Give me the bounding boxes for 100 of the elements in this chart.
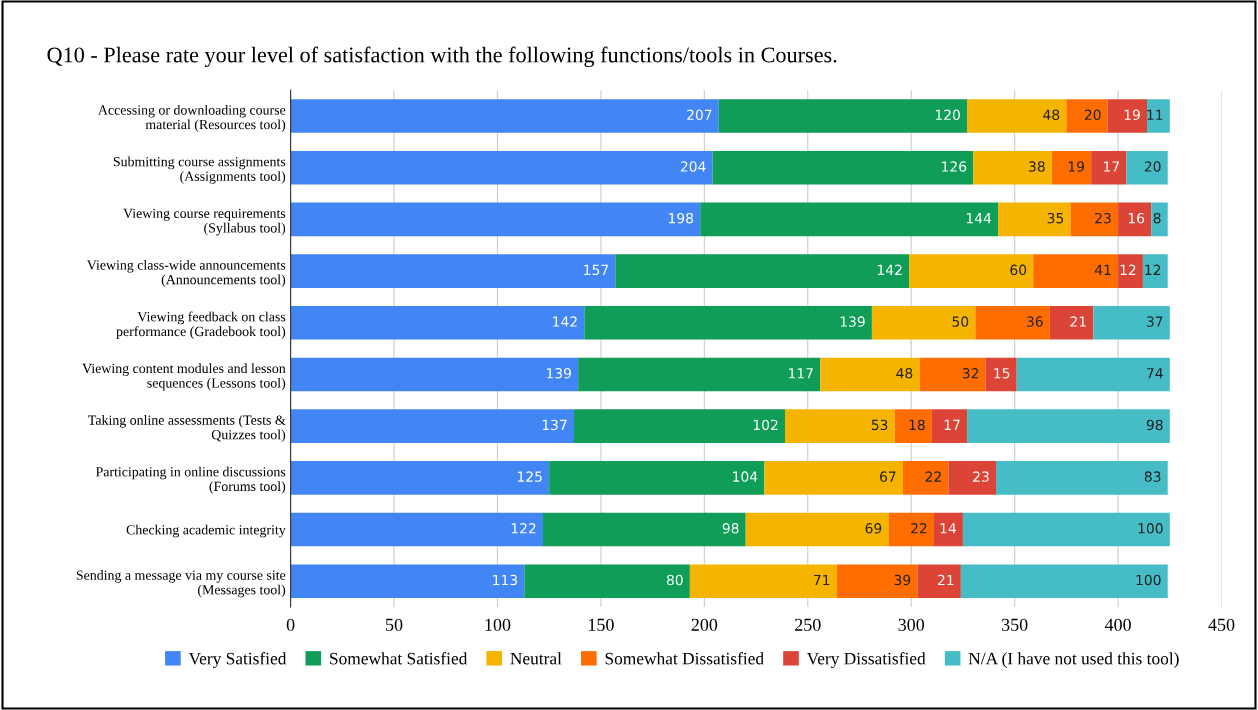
y-tick-label: Accessing or downloading course material (Resources tool) (98, 104, 286, 133)
data-label: 37 (1146, 316, 1163, 327)
x-tick-label: 250 (795, 618, 821, 631)
data-label: 80 (666, 574, 683, 586)
bar (1142, 254, 1168, 288)
data-label: 60 (1010, 264, 1027, 276)
bar (718, 99, 968, 133)
data-label: 204 (680, 161, 706, 172)
data-label: 122 (511, 523, 536, 534)
bar (871, 305, 976, 340)
data-label: 8 (1153, 212, 1161, 224)
legend-label: Somewhat Satisfied (330, 652, 468, 665)
bar (933, 512, 963, 547)
data-label: 117 (789, 368, 813, 379)
chart-title: Q10 - Please rate your level of satisfaction with the following functions/tools in Courses. (47, 46, 837, 68)
x-tick-label: 300 (898, 618, 925, 631)
bar (578, 357, 821, 392)
bar (1107, 99, 1148, 133)
data-label: 137 (542, 419, 567, 431)
data-label: 139 (546, 367, 571, 379)
bar (745, 512, 889, 547)
bar (1066, 99, 1108, 133)
data-label: 17 (944, 419, 960, 430)
bar (894, 409, 932, 443)
data-label: 15 (994, 368, 1010, 379)
bar (1118, 254, 1143, 288)
data-label: 139 (840, 316, 865, 327)
data-label: 21 (938, 574, 954, 586)
bar (785, 409, 895, 443)
y-tick-label: Participating in online discussions (Forums tool) (95, 466, 286, 494)
data-label: 17 (1104, 161, 1119, 172)
data-label: 207 (687, 109, 712, 121)
data-label: 198 (669, 212, 694, 224)
bar (524, 564, 690, 598)
data-label: 100 (1138, 523, 1163, 534)
y-tick-label: Viewing course requirements (Syllabus tool) (123, 208, 286, 236)
y-tick-label: Viewing class-wide announcements (Announcements tool) (86, 259, 286, 288)
data-label: 142 (553, 316, 577, 327)
data-label: 22 (925, 471, 941, 482)
bar (973, 150, 1052, 185)
legend-label: Neutral (510, 652, 562, 665)
data-label: 20 (1084, 109, 1101, 121)
x-tick-label: 100 (485, 618, 511, 631)
bar (290, 150, 713, 185)
data-label: 12 (1145, 264, 1161, 275)
data-label: 38 (1029, 161, 1045, 172)
bar (1049, 305, 1094, 340)
data-label: 16 (1128, 212, 1145, 224)
bar (290, 409, 575, 443)
data-label: 19 (1068, 161, 1085, 172)
bar (712, 150, 974, 185)
bar (902, 461, 949, 495)
data-label: 71 (814, 574, 830, 586)
y-tick-label: Sending a message via my course site (Messages tool) (76, 570, 286, 598)
data-label: 14 (940, 523, 956, 534)
data-label: 100 (1136, 574, 1161, 586)
bar (689, 564, 837, 598)
bar (836, 564, 918, 598)
bar (1033, 254, 1119, 288)
data-label: 83 (1144, 471, 1161, 482)
x-tick-label: 0 (286, 618, 295, 631)
bar (996, 461, 1168, 495)
data-label: 22 (911, 523, 927, 534)
bar (549, 461, 765, 495)
data-label: 19 (1124, 109, 1140, 121)
bar (764, 461, 903, 495)
bar (290, 461, 550, 495)
x-tick-label: 400 (1104, 618, 1131, 631)
y-tick-label: Viewing feedback on class performance (Gradebook tool) (116, 311, 286, 339)
data-label: 35 (1047, 212, 1064, 224)
bar (1126, 150, 1168, 185)
bar (820, 357, 920, 392)
data-label: 98 (1146, 419, 1163, 431)
data-label: 102 (753, 419, 778, 431)
data-label: 69 (865, 523, 882, 534)
x-tick-label: 200 (691, 618, 718, 631)
bar (584, 305, 872, 340)
x-tick-label: 50 (386, 618, 403, 631)
bar (1070, 202, 1119, 237)
data-label: 41 (1094, 264, 1111, 275)
data-label: 32 (962, 367, 979, 379)
bar (1051, 150, 1092, 185)
bar (919, 357, 986, 392)
data-label: 125 (518, 471, 542, 482)
data-label: 104 (733, 471, 758, 482)
data-label: 53 (871, 419, 888, 431)
data-label: 36 (1026, 316, 1043, 327)
x-tick-label: 350 (1001, 618, 1028, 631)
bar (290, 305, 585, 340)
data-label: 23 (973, 471, 989, 482)
bar (985, 357, 1017, 392)
bar (1147, 99, 1170, 133)
bar (967, 99, 1067, 133)
bar (290, 202, 701, 237)
bar (975, 305, 1050, 340)
legend-label: Very Dissatisfied (806, 652, 926, 669)
data-label: 74 (1147, 368, 1163, 379)
data-label: 48 (1043, 109, 1060, 121)
data-label: 144 (966, 213, 992, 224)
legend-label: N/A (I have not used this tool) (968, 652, 1179, 668)
